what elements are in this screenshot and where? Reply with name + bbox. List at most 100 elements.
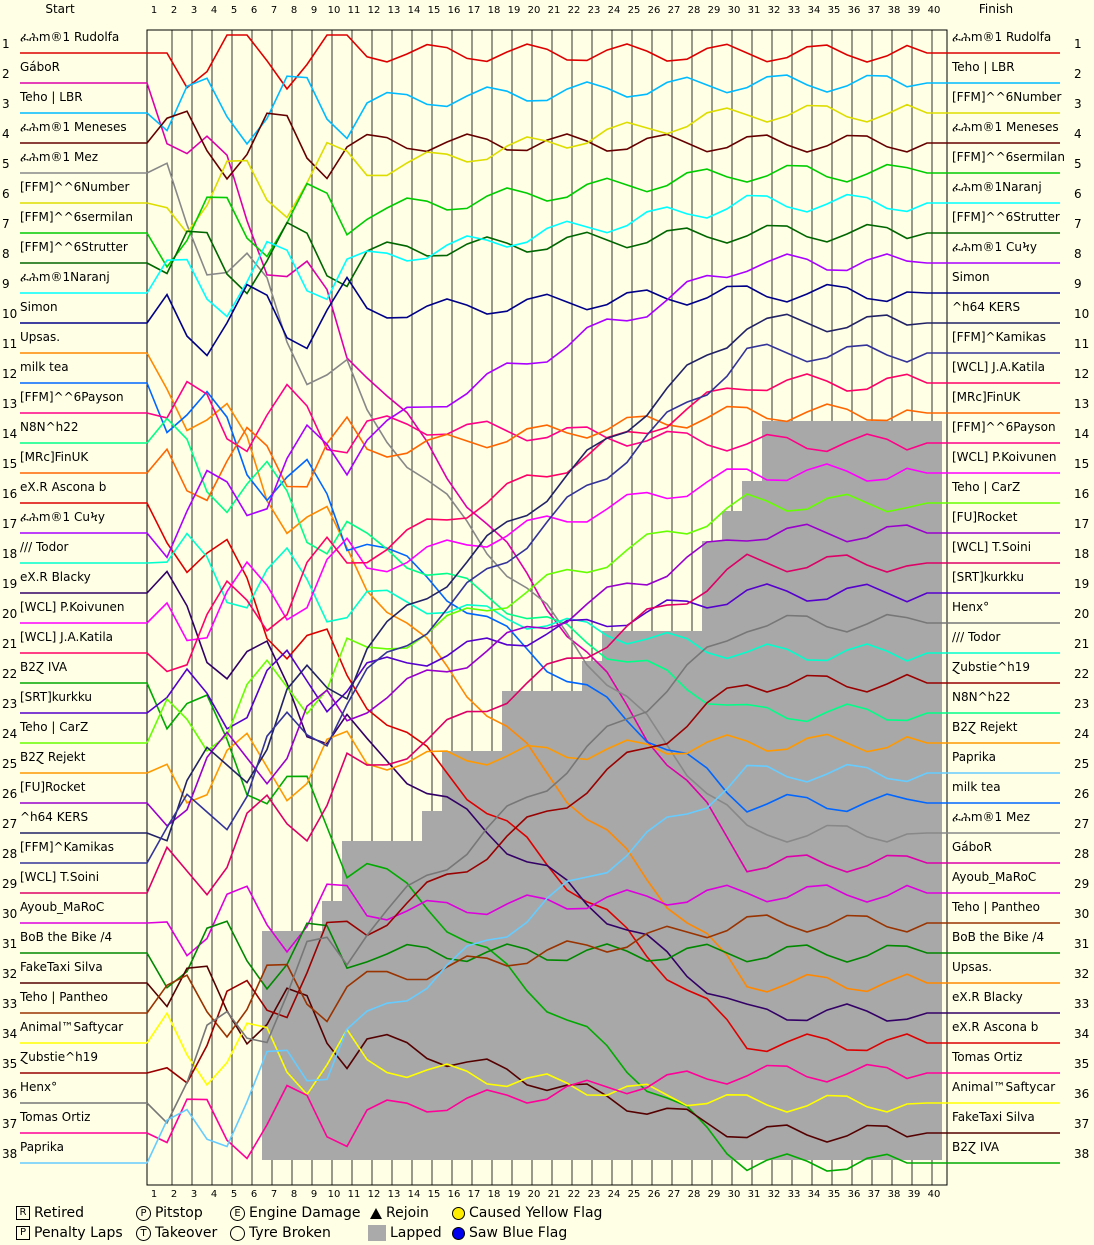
driver-position-line — [146, 276, 947, 357]
start-driver-label: Upsas. — [20, 330, 60, 344]
legend-rejoin: Rejoin — [370, 1205, 429, 1221]
finish-position-number: 14 — [1074, 427, 1089, 441]
lap-number-bottom: 16 — [448, 1189, 461, 1200]
start-driver-label: /// Todor — [20, 540, 69, 554]
start-driver-label: milk tea — [20, 360, 69, 374]
driver-position-line — [146, 583, 947, 730]
finish-driver-label: eX.R Ascona b — [952, 1020, 1038, 1034]
driver-position-line — [146, 162, 947, 843]
finish-driver-label: /// Todor — [952, 630, 1001, 644]
lap-number-bottom: 4 — [211, 1189, 217, 1200]
finish-driver-label: Henx° — [952, 600, 989, 614]
finish-driver-label: BoB the Bike /4 — [952, 930, 1044, 944]
finish-position-number: 34 — [1074, 1027, 1089, 1041]
start-driver-label: N8N^h22 — [20, 420, 79, 434]
legend-takeover: T Takeover — [136, 1225, 217, 1241]
start-driver-label: ፈሕm®1 Mez — [20, 150, 98, 164]
lap-number-bottom: 24 — [608, 1189, 621, 1200]
driver-position-line — [146, 110, 947, 181]
finish-position-number: 13 — [1074, 397, 1089, 411]
lap-number-bottom: 29 — [708, 1189, 721, 1200]
start-position-number: 34 — [2, 1027, 17, 1041]
start-driver-label: FakeTaxi Silva — [20, 960, 103, 974]
lapped-cell — [842, 421, 862, 1160]
driver-position-line — [146, 1063, 947, 1160]
lap-number-bottom: 40 — [928, 1189, 941, 1200]
lapped-cell — [622, 631, 642, 1160]
lapped-cell — [862, 421, 882, 1160]
finish-driver-label: Tomas Ortiz — [951, 1050, 1022, 1064]
finish-position-number: 30 — [1074, 907, 1089, 921]
lap-number-bottom: 19 — [508, 1189, 521, 1200]
start-position-number: 5 — [2, 157, 10, 171]
start-position-number: 10 — [2, 307, 17, 321]
start-position-number: 11 — [2, 337, 17, 351]
lap-number-top: 22 — [568, 5, 581, 16]
finish-driver-label: ፈሕm®1 Meneses — [952, 120, 1059, 134]
driver-position-line — [147, 34, 947, 91]
finish-position-number: 24 — [1074, 727, 1089, 741]
lap-number-top: 10 — [328, 5, 341, 16]
lap-number-top: 33 — [788, 5, 801, 16]
lapped-region — [262, 421, 942, 1160]
finish-driver-label: [FFM]^Kamikas — [952, 330, 1046, 344]
finish-driver-label: [FFM]^^6Number — [952, 90, 1062, 104]
start-position-number: 18 — [2, 547, 17, 561]
driver-position-line — [146, 74, 947, 146]
start-position-number: 19 — [2, 577, 17, 591]
driver-position-line — [146, 613, 947, 1125]
lapped-icon — [368, 1225, 386, 1241]
lapped-cell — [802, 421, 822, 1160]
lap-number-top: 26 — [648, 5, 661, 16]
finish-driver-label: ፈሕm®1 Rudolfa — [952, 30, 1051, 44]
legend-engine: E Engine Damage — [230, 1205, 361, 1221]
lap-number-bottom: 37 — [868, 1189, 881, 1200]
lap-number-top: 40 — [928, 5, 941, 16]
start-position-number: 15 — [2, 457, 17, 471]
start-position-number: 3 — [2, 97, 10, 111]
finish-driver-label: [MRc]FinUK — [952, 390, 1021, 404]
start-position-number: 8 — [2, 247, 10, 261]
lapped-cell — [662, 631, 682, 1160]
start-position-number: 14 — [2, 427, 17, 441]
driver-position-line — [146, 570, 947, 1022]
driver-position-line — [146, 920, 947, 991]
lap-number-top: 6 — [251, 5, 257, 16]
driver-position-line — [146, 914, 947, 1039]
lap-number-top: 23 — [588, 5, 601, 16]
start-driver-label: [MRc]FinUK — [20, 450, 89, 464]
lap-number-bottom: 28 — [688, 1189, 701, 1200]
lap-number-bottom: 20 — [528, 1189, 541, 1200]
finish-driver-label: [WCL] T.Soini — [952, 540, 1031, 554]
lap-number-bottom: 3 — [191, 1189, 197, 1200]
start-driver-label: Simon — [20, 300, 58, 314]
finish-position-number: 16 — [1074, 487, 1089, 501]
start-driver-label: B2Ɀ IVA — [20, 660, 68, 675]
legend-pitstop: P Pitstop — [136, 1205, 203, 1221]
start-driver-label: ፈሕm®1 CuϞy — [20, 510, 105, 524]
start-driver-label: Teho | Pantheo — [19, 990, 108, 1004]
finish-position-number: 5 — [1074, 157, 1082, 171]
lapped-cell — [362, 841, 382, 1160]
start-driver-label: [WCL] P.Koivunen — [20, 600, 125, 614]
legend-blue: Saw Blue Flag — [452, 1225, 567, 1241]
driver-position-line — [146, 193, 947, 318]
finish-position-number: 28 — [1074, 847, 1089, 861]
legend-penalty: P Penalty Laps — [16, 1225, 123, 1241]
finish-driver-label: Teho | Pantheo — [951, 900, 1040, 914]
finish-driver-label: N8N^h22 — [952, 690, 1011, 704]
lap-number-bottom: 38 — [888, 1189, 901, 1200]
lap-number-bottom: 36 — [848, 1189, 861, 1200]
start-position-number: 22 — [2, 667, 17, 681]
start-position-number: 25 — [2, 757, 17, 771]
race-position-chart: 1122334455667788991010111112121313141415… — [2, 2, 1089, 1200]
start-driver-label: eX.R Blacky — [20, 570, 91, 584]
start-driver-label: ^h64 KERS — [20, 810, 88, 824]
lap-number-bottom: 12 — [368, 1189, 381, 1200]
start-position-number: 12 — [2, 367, 17, 381]
lapped-cell — [702, 541, 722, 1160]
start-driver-label: eX.R Ascona b — [20, 480, 106, 494]
start-driver-label: [FFM]^Kamikas — [20, 840, 114, 854]
start-position-number: 16 — [2, 487, 17, 501]
lap-number-bottom: 25 — [628, 1189, 641, 1200]
